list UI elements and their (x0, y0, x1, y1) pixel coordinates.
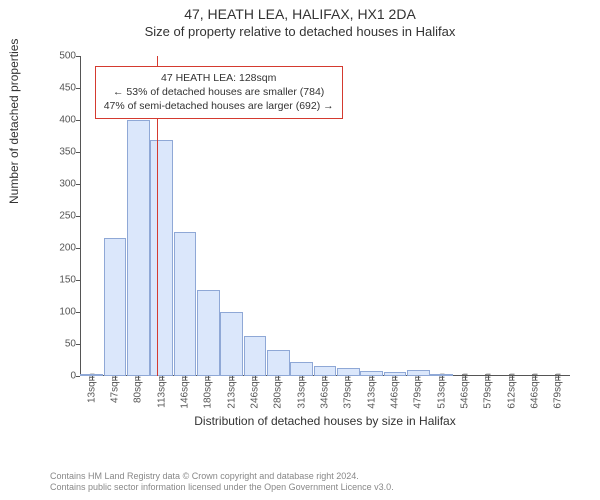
annotation-line2: ← 53% of detached houses are smaller (78… (104, 85, 334, 99)
y-tick-label: 0 (46, 371, 76, 382)
y-tick-mark (76, 344, 80, 345)
annotation-line3: 47% of semi-detached houses are larger (… (104, 99, 334, 113)
histogram-bar (360, 371, 382, 376)
y-tick-label: 400 (46, 115, 76, 126)
histogram-bar (80, 374, 102, 376)
y-tick-mark (76, 152, 80, 153)
y-tick-mark (76, 56, 80, 57)
histogram-bar (127, 120, 149, 376)
x-tick-label: 413sqm (366, 373, 377, 409)
y-tick-label: 300 (46, 179, 76, 190)
histogram-bar (174, 232, 196, 376)
x-tick-label: 679sqm (553, 373, 564, 409)
y-tick-label: 250 (46, 211, 76, 222)
x-axis-label: Distribution of detached houses by size … (80, 414, 570, 428)
x-tick-label: 579sqm (483, 373, 494, 409)
annotation-line1: 47 HEATH LEA: 128sqm (104, 71, 334, 85)
y-tick-mark (76, 184, 80, 185)
histogram-bar (337, 368, 359, 376)
annotation-box: 47 HEATH LEA: 128sqm← 53% of detached ho… (95, 66, 343, 119)
x-tick-label: 80sqm (133, 373, 144, 403)
y-tick-mark (76, 248, 80, 249)
histogram-bar (244, 336, 266, 376)
y-tick-label: 150 (46, 275, 76, 286)
x-tick-label: 246sqm (250, 373, 261, 409)
x-tick-label: 180sqm (203, 373, 214, 409)
histogram-bar (407, 370, 429, 376)
y-tick-mark (76, 376, 80, 377)
histogram-bar (430, 374, 452, 376)
y-tick-mark (76, 216, 80, 217)
chart-title-sub: Size of property relative to detached ho… (0, 24, 600, 39)
x-tick-label: 47sqm (110, 373, 121, 403)
y-tick-label: 200 (46, 243, 76, 254)
y-tick-label: 500 (46, 51, 76, 62)
x-tick-label: 513sqm (436, 373, 447, 409)
x-tick-label: 213sqm (226, 373, 237, 409)
x-tick-label: 646sqm (530, 373, 541, 409)
histogram-bar (384, 372, 406, 376)
x-tick-label: 280sqm (273, 373, 284, 409)
y-tick-label: 100 (46, 307, 76, 318)
x-tick-label: 546sqm (460, 373, 471, 409)
x-tick-label: 113sqm (156, 373, 167, 408)
y-tick-mark (76, 280, 80, 281)
y-axis-line (80, 56, 81, 376)
plot-area: Distribution of detached houses by size … (80, 56, 570, 376)
footer-line1: Contains HM Land Registry data © Crown c… (50, 471, 394, 483)
y-tick-mark (76, 120, 80, 121)
histogram-bar (197, 290, 219, 376)
histogram-bar (104, 238, 126, 376)
x-tick-label: 612sqm (506, 373, 517, 409)
x-tick-label: 446sqm (390, 373, 401, 409)
x-tick-label: 13sqm (86, 373, 97, 403)
y-axis-label: Number of detached properties (7, 39, 21, 204)
x-tick-label: 379sqm (343, 373, 354, 409)
histogram-bar (267, 350, 289, 376)
footer-attribution: Contains HM Land Registry data © Crown c… (50, 471, 394, 494)
histogram-bar (314, 366, 336, 376)
footer-line2: Contains public sector information licen… (50, 482, 394, 494)
x-tick-label: 146sqm (180, 373, 191, 409)
x-tick-label: 313sqm (296, 373, 307, 409)
chart-title-main: 47, HEATH LEA, HALIFAX, HX1 2DA (0, 6, 600, 22)
y-tick-label: 450 (46, 83, 76, 94)
y-tick-mark (76, 312, 80, 313)
histogram-bar (220, 312, 242, 376)
chart-container: Number of detached properties Distributi… (45, 44, 585, 424)
x-tick-label: 346sqm (320, 373, 331, 409)
x-tick-label: 479sqm (413, 373, 424, 409)
histogram-bar (150, 140, 172, 376)
histogram-bar (290, 362, 312, 376)
y-tick-label: 50 (46, 339, 76, 350)
y-tick-mark (76, 88, 80, 89)
y-tick-label: 350 (46, 147, 76, 158)
